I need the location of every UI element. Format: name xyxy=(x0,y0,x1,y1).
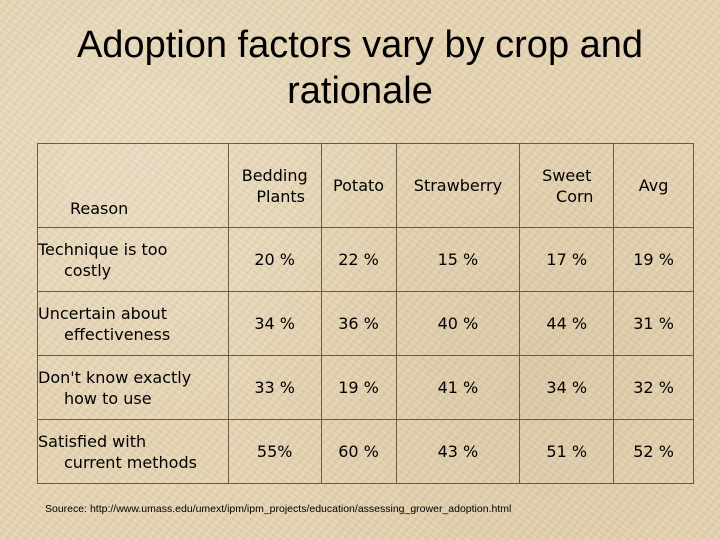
header-sweet-corn: Sweet Corn xyxy=(519,143,615,228)
cell-bedding: 34 % xyxy=(227,291,322,356)
header-bedding-plants: Bedding Plants xyxy=(227,143,322,228)
cell-strawberry: 40 % xyxy=(395,291,521,356)
reason-cell: Satisfied withcurrent methods xyxy=(37,419,229,484)
cell-strawberry: 15 % xyxy=(395,227,521,292)
cell-sweet-corn: 44 % xyxy=(519,291,615,356)
cell-avg: 31 % xyxy=(613,291,694,356)
cell-strawberry: 43 % xyxy=(395,419,521,484)
table-row: Technique is toocostly 20 % 22 % 15 % 17… xyxy=(37,227,694,292)
reason-cell: Don't know exactlyhow to use xyxy=(37,355,229,420)
cell-potato: 19 % xyxy=(320,355,397,420)
table-row: Don't know exactlyhow to use 33 % 19 % 4… xyxy=(37,355,694,420)
cell-potato: 36 % xyxy=(320,291,397,356)
cell-potato: 60 % xyxy=(320,419,397,484)
header-strawberry: Strawberry xyxy=(395,143,521,228)
source-citation: Sourece: http://www.umass.edu/umext/ipm/… xyxy=(45,503,512,515)
cell-strawberry: 41 % xyxy=(395,355,521,420)
cell-avg: 32 % xyxy=(613,355,694,420)
header-potato: Potato xyxy=(320,143,397,228)
cell-bedding: 20 % xyxy=(227,227,322,292)
table-row: Satisfied withcurrent methods 55% 60 % 4… xyxy=(37,419,694,484)
adoption-table: Reason Bedding Plants Potato Strawberry … xyxy=(37,143,694,484)
table-row: Uncertain abouteffectiveness 34 % 36 % 4… xyxy=(37,291,694,356)
cell-potato: 22 % xyxy=(320,227,397,292)
slide-title: Adoption factors vary by crop and ration… xyxy=(76,24,644,112)
cell-avg: 52 % xyxy=(613,419,694,484)
cell-bedding: 33 % xyxy=(227,355,322,420)
header-reason: Reason xyxy=(37,143,229,228)
reason-cell: Uncertain abouteffectiveness xyxy=(37,291,229,356)
cell-sweet-corn: 17 % xyxy=(519,227,615,292)
cell-sweet-corn: 34 % xyxy=(519,355,615,420)
cell-avg: 19 % xyxy=(613,227,694,292)
cell-bedding: 55% xyxy=(227,419,322,484)
reason-cell: Technique is toocostly xyxy=(37,227,229,292)
table-header-row: Reason Bedding Plants Potato Strawberry … xyxy=(37,143,694,228)
cell-sweet-corn: 51 % xyxy=(519,419,615,484)
header-avg: Avg xyxy=(613,143,694,228)
